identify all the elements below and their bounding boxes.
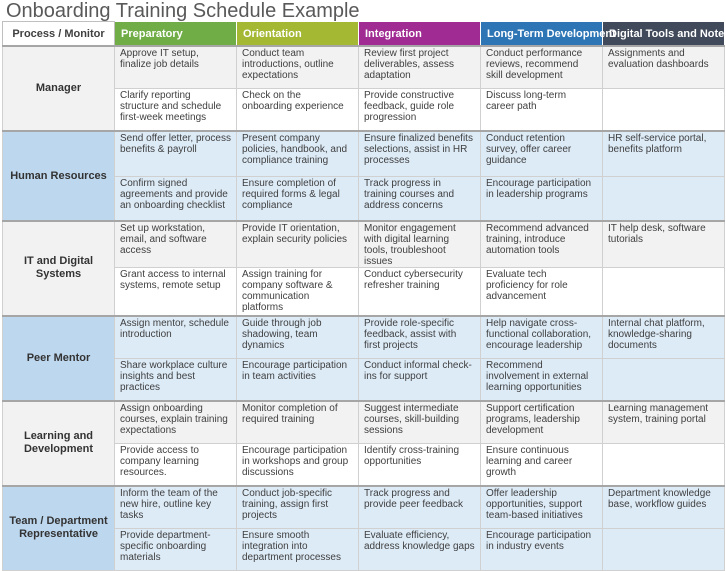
preparatory-cell: Send offer letter, process benefits & pa… — [114, 130, 237, 177]
long-term-cell: Recommend involvement in external learni… — [480, 357, 603, 401]
integration-cell: Monitor engagement with digital learning… — [358, 220, 481, 268]
orientation-cell: Encourage participation in workshops and… — [236, 442, 359, 486]
long-term-cell: Encourage participation in industry even… — [480, 527, 603, 571]
digital-tools-cell: Learning management system, training por… — [602, 399, 725, 444]
table-row: Learning and Development Assign onboardin… — [2, 399, 725, 486]
orientation-cell: Conduct job-specific training, assign fi… — [236, 484, 359, 529]
digital-tools-cell — [602, 267, 725, 316]
preparatory-cell: Share workplace culture insights and bes… — [114, 357, 237, 401]
long-term-cell: Conduct performance reviews, recommend s… — [480, 45, 603, 89]
table-row: Confirm signed agreements and provide an… — [3, 175, 725, 222]
table-row: Grant access to internal systems, remote… — [3, 267, 725, 316]
table-row: IT and Digital Systems Set up workstation… — [2, 220, 725, 316]
integration-cell: Evaluate efficiency, address knowledge g… — [358, 527, 481, 571]
orientation-cell: Guide through job shadowing, team dynami… — [236, 314, 359, 359]
preparatory-header: Preparatory — [114, 21, 237, 47]
table-row: Clarify reporting structure and schedule… — [3, 88, 725, 132]
orientation-cell: Encourage participation in team activiti… — [236, 357, 359, 401]
preparatory-cell: Clarify reporting structure and schedule… — [114, 88, 237, 132]
preparatory-cell: Assign mentor, schedule introduction — [114, 314, 237, 359]
schedule-table: Process / Monitor Preparatory Orientatio… — [2, 21, 726, 571]
digital-tools-cell — [602, 527, 725, 571]
digital-tools-cell: IT help desk, software tutorials — [602, 220, 725, 268]
long-term-cell: Evaluate tech proficiency for role advan… — [480, 267, 603, 316]
process-label: Human Resources — [2, 130, 115, 222]
preparatory-cell: Grant access to internal systems, remote… — [114, 267, 237, 316]
preparatory-cell: Assign onboarding courses, explain train… — [114, 399, 237, 444]
table-row: Manager Approve IT setup, finalize job de… — [2, 45, 725, 132]
table-row: Share workplace culture insights and bes… — [3, 357, 725, 401]
integration-cell: Conduct cybersecurity refresher training — [358, 267, 481, 316]
integration-header: Integration — [358, 21, 481, 47]
long-term-cell: Help navigate cross-functional collabora… — [480, 314, 603, 359]
integration-cell: Ensure finalized benefits selections, as… — [358, 130, 481, 177]
digital-tools-cell: Department knowledge base, workflow guid… — [602, 484, 725, 529]
integration-cell: Identify cross-training opportunities — [358, 442, 481, 486]
orientation-cell: Ensure completion of required forms & le… — [236, 175, 359, 222]
long-term-cell: Support certification programs, leadersh… — [480, 399, 603, 444]
process-monitor-header: Process / Monitor — [2, 21, 115, 47]
digital-tools-cell — [602, 175, 725, 222]
process-label: IT and Digital Systems — [2, 220, 115, 316]
preparatory-cell: Approve IT setup, finalize job details — [114, 45, 237, 89]
digital-tools-cell — [602, 357, 725, 401]
orientation-cell: Monitor completion of required training — [236, 399, 359, 444]
preparatory-cell: Inform the team of the new hire, outline… — [114, 484, 237, 529]
orientation-header: Orientation — [236, 21, 359, 47]
integration-cell: Suggest intermediate courses, skill-buil… — [358, 399, 481, 444]
orientation-cell: Provide IT orientation, explain security… — [236, 220, 359, 268]
long-term-cell: Offer leadership opportunities, support … — [480, 484, 603, 529]
digital-tools-cell: Assignments and evaluation dashboards — [602, 45, 725, 89]
process-label: Learning and Development — [2, 399, 115, 486]
integration-cell: Track progress and provide peer feedback — [358, 484, 481, 529]
preparatory-cell: Set up workstation, email, and software … — [114, 220, 237, 268]
long-term-cell: Encourage participation in leadership pr… — [480, 175, 603, 222]
page-title: Onboarding Training Schedule Example — [6, 0, 360, 22]
integration-cell: Provide role-specific feedback, assist w… — [358, 314, 481, 359]
orientation-cell: Conduct team introductions, outline expe… — [236, 45, 359, 89]
integration-cell: Track progress in training courses and a… — [358, 175, 481, 222]
long-term-cell: Conduct retention survey, offer career g… — [480, 130, 603, 177]
integration-cell: Review first project deliverables, asses… — [358, 45, 481, 89]
integration-cell: Conduct informal check-ins for support — [358, 357, 481, 401]
digital-tools-cell — [602, 442, 725, 486]
preparatory-cell: Provide department-specific onboarding m… — [114, 527, 237, 571]
long-term-cell: Recommend advanced training, introduce a… — [480, 220, 603, 268]
preparatory-cell: Confirm signed agreements and provide an… — [114, 175, 237, 222]
digital-tools-header: Digital Tools and Notes — [602, 21, 726, 47]
orientation-cell: Present company policies, handbook, and … — [236, 130, 359, 177]
process-label: Team / Department Representative — [2, 484, 115, 571]
integration-cell: Provide constructive feedback, guide rol… — [358, 88, 481, 132]
orientation-cell: Assign training for company software & c… — [236, 267, 359, 316]
long-term-development-header: Long-Term Development — [480, 21, 616, 47]
digital-tools-cell — [602, 88, 725, 132]
long-term-cell: Discuss long-term career path — [480, 88, 603, 132]
table-row: Human Resources Send offer letter, proces… — [2, 130, 725, 222]
long-term-cell: Ensure continuous learning and career gr… — [480, 442, 603, 486]
orientation-cell: Check on the onboarding experience — [236, 88, 359, 132]
table-row: Peer Mentor Assign mentor, schedule intro… — [2, 314, 725, 401]
digital-tools-cell: HR self-service portal, benefits platfor… — [602, 130, 725, 177]
orientation-cell: Ensure smooth integration into departmen… — [236, 527, 359, 571]
header-row: Process / Monitor Preparatory Orientatio… — [2, 21, 726, 47]
digital-tools-cell: Internal chat platform, knowledge-sharin… — [602, 314, 725, 359]
process-label: Peer Mentor — [2, 314, 115, 401]
preparatory-cell: Provide access to company learning resou… — [114, 442, 237, 486]
table-row: Team / Department Representative Inform t… — [2, 484, 725, 571]
process-label: Manager — [2, 45, 115, 132]
